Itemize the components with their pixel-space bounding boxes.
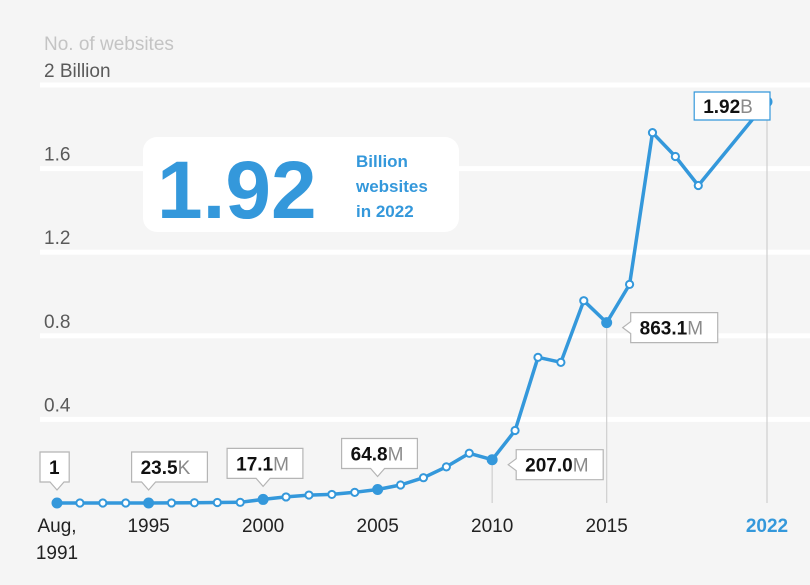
gridlines xyxy=(40,82,810,422)
data-point-1992 xyxy=(75,498,85,508)
callout-unit-2005: M xyxy=(388,444,404,465)
data-point-2000 xyxy=(257,493,269,505)
callout-2015: 863.1M xyxy=(621,312,719,344)
callout-box-2005 xyxy=(341,437,418,478)
data-point-2013 xyxy=(556,357,566,367)
headline-number: 1.92 xyxy=(157,145,317,236)
data-point-2005 xyxy=(372,483,384,495)
y-tick-2: 1.2 xyxy=(44,228,70,249)
callout-value-2015: 863.1 xyxy=(640,319,688,340)
marker-lines xyxy=(491,101,768,503)
data-point-2006 xyxy=(395,480,406,490)
data-point-1993 xyxy=(98,498,108,508)
data-point-2007 xyxy=(418,473,429,483)
callout-value-1991: 1 xyxy=(49,458,60,479)
callout-2000: 17.1M xyxy=(226,447,304,488)
headline-card: 1.92 Billion websites in 2022 xyxy=(143,137,459,236)
callout-value-1995: 23.5 xyxy=(141,458,178,479)
data-point-2014 xyxy=(579,296,589,306)
callout-text-2000: 17.1M xyxy=(236,454,289,475)
headline-line-1: Billion xyxy=(356,152,408,171)
x-tick-0: Aug, xyxy=(37,516,76,537)
x-tick-1: 1995 xyxy=(127,516,169,537)
data-point-2017 xyxy=(647,128,658,138)
data-point-2012 xyxy=(533,352,543,362)
y-tick-0: 0.4 xyxy=(44,395,71,416)
data-point-2010 xyxy=(486,454,498,466)
headline-card-bg xyxy=(143,137,459,232)
callout-box-2010 xyxy=(507,449,604,481)
callout-2022: 1.92B xyxy=(693,91,771,121)
x-tick-6: 2022 xyxy=(746,516,788,537)
data-point-1998 xyxy=(212,497,222,508)
data-point-2016 xyxy=(624,279,635,289)
callout-box-2015 xyxy=(621,312,719,344)
callout-value-2022: 1.92 xyxy=(703,97,740,118)
callout-value-2000: 17.1 xyxy=(236,454,273,475)
data-point-1994 xyxy=(121,498,131,508)
data-point-2001 xyxy=(281,492,291,502)
data-point-2004 xyxy=(350,487,360,497)
callout-unit-1995: K xyxy=(178,458,191,479)
callout-text-2010: 207.0M xyxy=(525,456,588,477)
data-point-2009 xyxy=(464,448,474,458)
y-tick-4: 2 Billion xyxy=(44,61,111,82)
data-point-1999 xyxy=(235,497,245,507)
data-point-2011 xyxy=(510,425,520,436)
x-tick-2: 2000 xyxy=(242,516,284,537)
data-points xyxy=(51,96,773,509)
callout-text-1991: 1 xyxy=(49,458,60,479)
headline-line-2: websites xyxy=(355,177,428,196)
data-point-1997 xyxy=(189,498,200,508)
data-point-1995 xyxy=(143,497,155,509)
data-point-2018 xyxy=(670,151,680,162)
data-point-2003 xyxy=(327,489,337,500)
callout-text-2015: 863.1M xyxy=(640,319,703,340)
data-point-2008 xyxy=(441,462,451,472)
x-tick-4: 2010 xyxy=(471,516,513,537)
callout-box-1995 xyxy=(131,451,208,491)
y-tick-3: 1.6 xyxy=(44,145,70,166)
x-tick-labels: Aug, 1991 1995 2000 2005 2010 2015 2022 xyxy=(36,516,788,564)
callout-box-2022 xyxy=(693,91,771,121)
callout-text-2005: 64.8M xyxy=(351,444,404,465)
callout-2005: 64.8M xyxy=(341,437,418,478)
data-point-1991 xyxy=(51,497,63,509)
y-tick-1: 0.8 xyxy=(44,312,70,333)
callout-1995: 23.5K xyxy=(131,451,208,491)
callout-2010: 207.0M xyxy=(507,449,604,481)
callout-text-2022: 1.92B xyxy=(703,97,753,118)
headline-line-3: in 2022 xyxy=(356,202,414,221)
callout-box-2000 xyxy=(226,447,304,488)
callout-unit-2022: B xyxy=(740,97,753,118)
callout-unit-2015: M xyxy=(687,319,703,340)
y-tick-labels: 0.4 0.8 1.2 1.6 2 Billion xyxy=(44,61,111,416)
x-tick-3: 2005 xyxy=(357,516,399,537)
data-point-1996 xyxy=(166,498,177,508)
x-tick-0-line2: 1991 xyxy=(36,543,78,564)
callout-text-1995: 23.5K xyxy=(141,458,191,479)
callout-value-2010: 207.0 xyxy=(525,456,573,477)
data-point-2002 xyxy=(304,490,314,500)
data-point-2015 xyxy=(601,317,613,329)
callout-1991: 1 xyxy=(39,451,70,491)
callout-box-1991 xyxy=(39,451,70,491)
callout-unit-2010: M xyxy=(573,456,589,477)
callout-unit-2000: M xyxy=(273,454,289,475)
data-point-2019 xyxy=(693,180,703,191)
x-tick-5: 2015 xyxy=(586,516,628,537)
callout-value-2005: 64.8 xyxy=(351,444,388,465)
y-axis-title: No. of websites xyxy=(44,34,174,55)
